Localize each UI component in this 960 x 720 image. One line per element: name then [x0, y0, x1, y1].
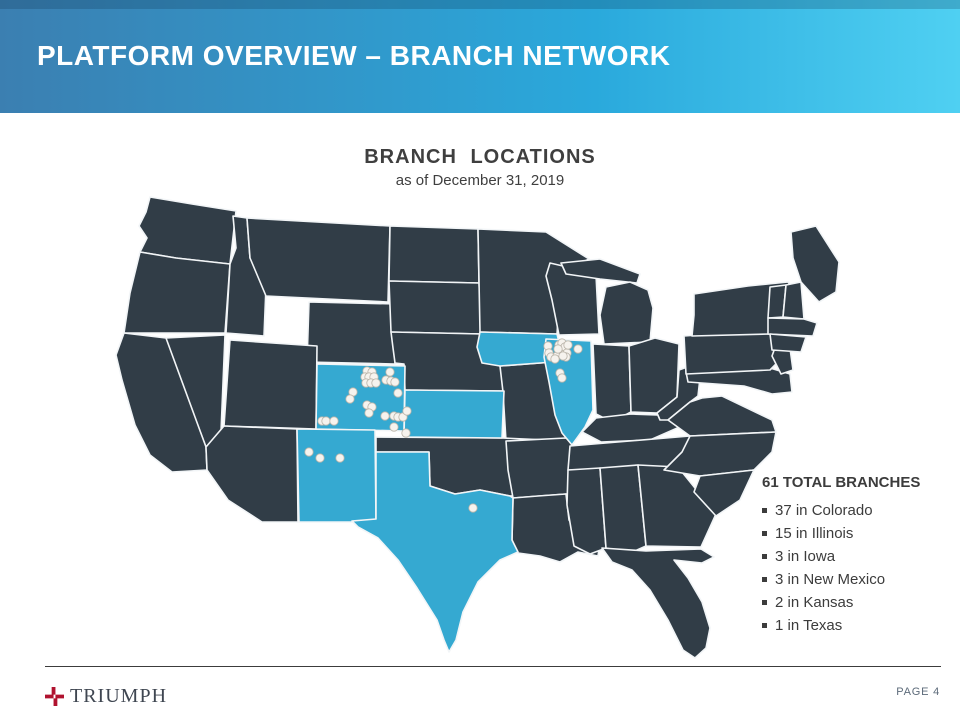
branch-legend: 61 TOTAL BRANCHES 37 in Colorado 15 in I…	[762, 474, 952, 637]
slide-header: PLATFORM OVERVIEW – BRANCH NETWORK	[0, 0, 960, 113]
legend-item: 37 in Colorado	[762, 499, 952, 522]
map-title-block: BRANCH LOCATIONS as of December 31, 2019	[0, 146, 960, 189]
legend-item: 3 in Iowa	[762, 545, 952, 568]
state-ct-ri	[769, 333, 807, 353]
legend-item: 15 in Illinois	[762, 522, 952, 545]
branch-marker	[321, 416, 331, 426]
branch-marker	[563, 340, 573, 350]
state-iowa	[476, 331, 561, 367]
branch-marker	[558, 351, 568, 361]
legend-item-label: 3 in New Mexico	[775, 571, 886, 588]
state-ms	[566, 467, 607, 555]
branch-marker	[393, 388, 403, 398]
state-in	[592, 343, 632, 423]
state-ut	[223, 339, 318, 430]
branch-marker	[315, 453, 325, 463]
state-wy	[306, 301, 398, 365]
branch-marker	[390, 377, 400, 387]
state-mi-up	[560, 258, 641, 284]
legend-item: 1 in Texas	[762, 614, 952, 637]
slide-title: PLATFORM OVERVIEW – BRANCH NETWORK	[37, 40, 671, 71]
branch-marker	[389, 422, 399, 432]
state-al	[599, 464, 647, 554]
legend-item-label: 2 in Kansas	[775, 594, 854, 611]
branch-marker	[550, 354, 560, 364]
bullet-square-icon	[762, 600, 767, 605]
legend-item: 2 in Kansas	[762, 591, 952, 614]
branch-marker	[385, 367, 395, 377]
state-nh	[782, 281, 805, 320]
branch-marker	[553, 344, 563, 354]
map-subtitle: as of December 31, 2019	[395, 172, 565, 189]
state-ar	[505, 437, 574, 499]
state-illinois	[543, 338, 594, 446]
state-me	[790, 225, 840, 303]
branch-marker	[468, 503, 478, 513]
legend-item-label: 15 in Illinois	[775, 525, 854, 542]
state-nd	[388, 225, 480, 284]
bullet-square-icon	[762, 531, 767, 536]
branch-marker	[371, 378, 381, 388]
branch-markers-layer	[304, 338, 583, 513]
branch-marker	[402, 406, 412, 416]
branch-marker	[401, 428, 411, 438]
state-new-mexico	[296, 428, 377, 523]
state-md	[685, 367, 793, 395]
branch-marker	[335, 453, 345, 463]
legend-item-label: 1 in Texas	[775, 617, 843, 634]
state-ca	[115, 332, 208, 473]
legend-item-label: 37 in Colorado	[775, 502, 873, 519]
state-texas	[351, 451, 519, 653]
state-kansas	[403, 389, 505, 439]
branch-marker	[573, 344, 583, 354]
legend-list: 37 in Colorado 15 in Illinois 3 in Iowa …	[762, 499, 952, 637]
state-az	[205, 425, 299, 523]
triumph-cross-icon	[45, 687, 64, 706]
legend-title: 61 TOTAL BRANCHES	[762, 474, 921, 491]
bullet-square-icon	[762, 577, 767, 582]
branch-marker	[345, 394, 355, 404]
state-ma	[767, 317, 818, 337]
legend-item: 3 in New Mexico	[762, 568, 952, 591]
states-layer	[115, 196, 840, 659]
branch-marker	[557, 373, 567, 383]
branch-marker	[329, 416, 339, 426]
bullet-square-icon	[762, 508, 767, 513]
map-title: BRANCH LOCATIONS	[364, 146, 596, 168]
state-sc	[693, 469, 755, 517]
logo-wordmark: TRIUMPH	[70, 685, 168, 707]
state-mi	[599, 281, 654, 345]
branch-marker	[364, 408, 374, 418]
bullet-square-icon	[762, 623, 767, 628]
state-or	[123, 251, 231, 334]
branch-marker	[304, 447, 314, 457]
branch-marker	[380, 411, 390, 421]
page-number: PAGE 4	[896, 686, 940, 698]
bullet-square-icon	[762, 554, 767, 559]
footer-divider	[45, 666, 941, 667]
state-mt	[246, 217, 391, 303]
state-sd	[388, 280, 483, 335]
legend-item-label: 3 in Iowa	[775, 548, 836, 565]
state-fl	[601, 547, 715, 659]
triumph-logo: TRIUMPH	[45, 685, 167, 708]
